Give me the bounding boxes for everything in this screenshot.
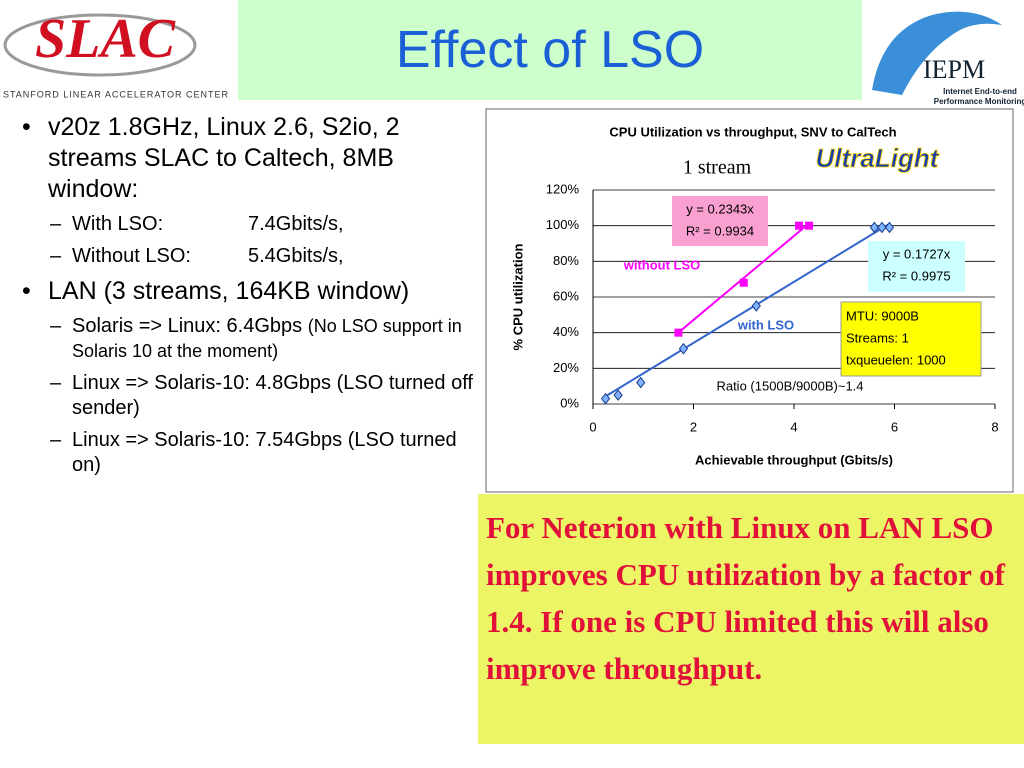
equation-box bbox=[672, 196, 768, 246]
bullet: v20z 1.8GHz, Linux 2.6, S2io, 2 streams … bbox=[22, 112, 482, 205]
marker bbox=[600, 392, 611, 405]
legend-label: without LSO bbox=[623, 257, 701, 272]
chart-title: CPU Utilization vs throughput, SNV to Ca… bbox=[609, 124, 896, 139]
logo-caption: Performance Monitoring bbox=[934, 97, 1024, 106]
sub-bullet-text: Solaris => Linux: 6.4Gbps bbox=[72, 315, 303, 337]
marker bbox=[678, 342, 689, 355]
marker bbox=[613, 389, 623, 401]
sub-bullet-text: 7.4Gbits/s, bbox=[248, 213, 344, 235]
sub-bullet-text: Linux => Solaris-10: 7.54Gbps (LSO turne… bbox=[72, 429, 457, 476]
x-tick-label: 0 bbox=[589, 419, 596, 434]
logo-caption: Stanford Linear Accelerator Center bbox=[3, 89, 229, 99]
equation: y = 0.1727x bbox=[883, 246, 951, 261]
r-squared: R² = 0.9975 bbox=[882, 268, 950, 283]
chart-subtitle: 1 stream bbox=[683, 157, 752, 179]
marker bbox=[739, 278, 748, 287]
trend-line bbox=[677, 222, 810, 334]
y-tick-label: 100% bbox=[546, 217, 580, 232]
marker bbox=[636, 376, 646, 389]
sub-bullet-label: Without LSO: bbox=[72, 245, 191, 267]
bullet-list: v20z 1.8GHz, Linux 2.6, S2io, 2 streams … bbox=[22, 112, 482, 485]
slide-title: Effect of LSO bbox=[238, 0, 862, 100]
note: txqueuelen: 1000 bbox=[846, 352, 946, 367]
equation: y = 0.2343x bbox=[686, 201, 754, 216]
sub-bullet: Without LSO: 5.4Gbits/s, bbox=[22, 244, 482, 269]
chart-logo: UltraLight bbox=[816, 143, 940, 173]
logo-ring bbox=[3, 13, 197, 77]
sub-bullet-note: (No LSO support in Solaris 10 at the mom… bbox=[72, 316, 462, 361]
note: MTU: 9000B bbox=[846, 308, 919, 323]
y-tick-label: 20% bbox=[553, 360, 579, 375]
bullet: LAN (3 streams, 164KB window) bbox=[22, 276, 482, 307]
y-tick-label: 0% bbox=[560, 395, 579, 410]
chart: CPU Utilization vs throughput, SNV to Ca… bbox=[485, 108, 1014, 493]
x-tick-label: 8 bbox=[991, 419, 998, 434]
sub-bullet-label: With LSO: bbox=[72, 213, 164, 235]
x-tick-label: 6 bbox=[891, 419, 898, 434]
y-tick-label: 60% bbox=[553, 288, 579, 303]
notes-box bbox=[840, 301, 982, 377]
sub-bullet-text: 5.4Gbits/s, bbox=[248, 245, 344, 267]
x-tick-label: 4 bbox=[790, 419, 797, 434]
marker bbox=[795, 221, 804, 230]
sub-bullet: Linux => Solaris-10: 4.8Gbps (LSO turned… bbox=[22, 371, 482, 421]
iepm-logo: IEPM Internet End-to-end Performance Mon… bbox=[872, 11, 1024, 106]
logo-caption: Internet End-to-end bbox=[943, 87, 1017, 96]
note: Streams: 1 bbox=[846, 330, 909, 345]
x-axis-label: Achievable throughput (Gbits/s) bbox=[695, 452, 893, 467]
sub-bullet: Solaris => Linux: 6.4Gbps (No LSO suppor… bbox=[22, 314, 482, 364]
sub-bullet: Linux => Solaris-10: 7.54Gbps (LSO turne… bbox=[22, 428, 482, 478]
y-tick-label: 80% bbox=[553, 253, 579, 268]
marker bbox=[805, 221, 814, 230]
x-tick-label: 2 bbox=[690, 419, 697, 434]
legend-label: with LSO bbox=[737, 317, 794, 332]
logo-text: IEPM bbox=[923, 55, 985, 84]
chart-frame bbox=[485, 108, 1014, 493]
r-squared: R² = 0.9934 bbox=[686, 223, 754, 238]
y-tick-label: 120% bbox=[546, 181, 580, 196]
marker bbox=[674, 328, 683, 337]
annotation: Ratio (1500B/9000B)~1.4 bbox=[716, 378, 863, 393]
logo-text: SLAC bbox=[35, 8, 176, 70]
marker bbox=[751, 300, 761, 312]
sub-bullet: With LSO: 7.4Gbits/s, bbox=[22, 212, 482, 237]
y-axis-label: % CPU utilization bbox=[510, 243, 525, 350]
sub-bullet-text: Linux => Solaris-10: 4.8Gbps (LSO turned… bbox=[72, 372, 473, 419]
callout: For Neterion with Linux on LAN LSO impro… bbox=[478, 494, 1024, 744]
y-tick-label: 40% bbox=[553, 324, 579, 339]
marker bbox=[869, 221, 880, 234]
marker bbox=[877, 221, 887, 234]
slac-logo: SLAC Stanford Linear Accelerator Center bbox=[3, 8, 229, 100]
marker bbox=[884, 221, 895, 234]
dolphin bbox=[872, 11, 1002, 96]
trend-line bbox=[605, 222, 890, 398]
equation-box bbox=[868, 241, 965, 292]
